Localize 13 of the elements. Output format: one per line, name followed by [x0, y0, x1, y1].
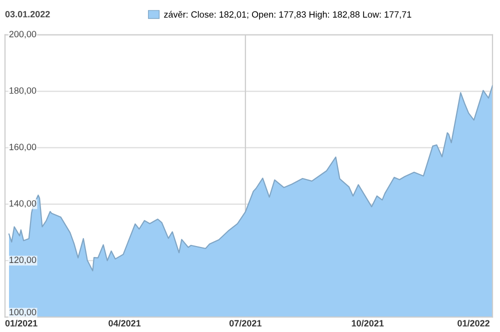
y-tick-label: 120,00	[10, 256, 36, 264]
x-tick-label: 07/2021	[229, 320, 262, 327]
legend-label: závěr: Close: 182,01; Open: 177,83 High: 182,88 Low: 177,71	[164, 10, 412, 20]
y-tick-label: 160,00	[10, 144, 36, 152]
y-tick-label: 140,00	[10, 200, 36, 208]
x-tick-label: 01/2021	[5, 320, 38, 327]
y-tick-label: 100,00	[10, 308, 36, 316]
x-tick-label: 10/2021	[352, 320, 384, 327]
x-tick-label: 04/2021	[108, 320, 141, 327]
x-tick-label: 01/2022	[458, 320, 490, 327]
y-tick-label: 200,00	[9, 30, 36, 38]
y-tick-label: 180,00	[10, 87, 36, 95]
chart-title: 03.01.2022	[5, 10, 50, 18]
